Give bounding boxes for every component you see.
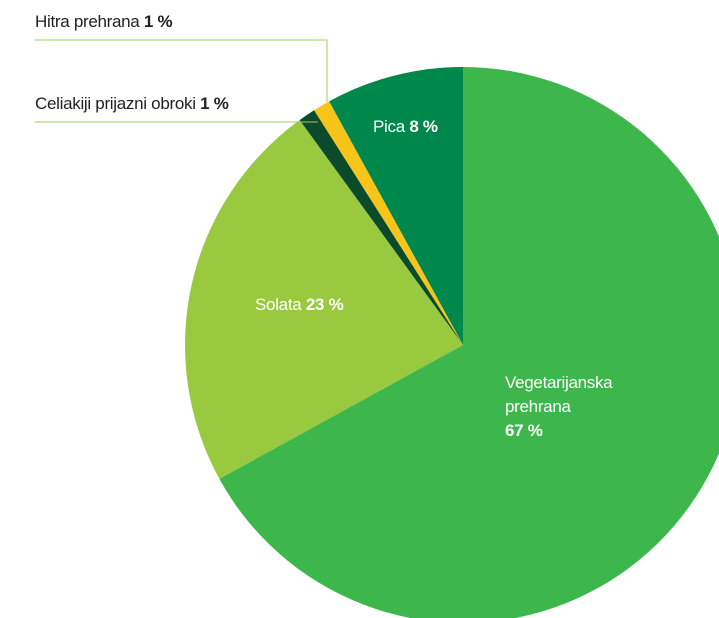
pie-slice [329,67,463,345]
leader-line [35,39,328,102]
slice-name: Solata [255,295,302,314]
slice-label: Hitra prehrana 1 % [35,10,173,34]
slice-label: Celiakiji prijazni obroki 1 % [35,92,229,116]
slice-label: Pica 8 % [373,115,438,139]
pie-slice [219,67,719,618]
slice-label: Solata 23 % [255,293,344,317]
slice-label: Vegetarijanska prehrana 67 % [505,371,635,443]
slice-name: Vegetarijanska prehrana [505,373,613,416]
slice-value: 1 % [200,94,229,113]
slice-value: 67 % [505,421,543,440]
slice-name: Celiakiji prijazni obroki [35,94,196,113]
pie-slice [314,101,463,345]
slice-value: 8 % [409,117,438,136]
slice-name: Hitra prehrana [35,12,140,31]
pie-slice [299,110,463,345]
pie-slice [185,120,464,479]
slice-value: 23 % [305,295,344,314]
slice-value: 1 % [143,12,173,31]
slice-name: Pica [373,117,405,136]
